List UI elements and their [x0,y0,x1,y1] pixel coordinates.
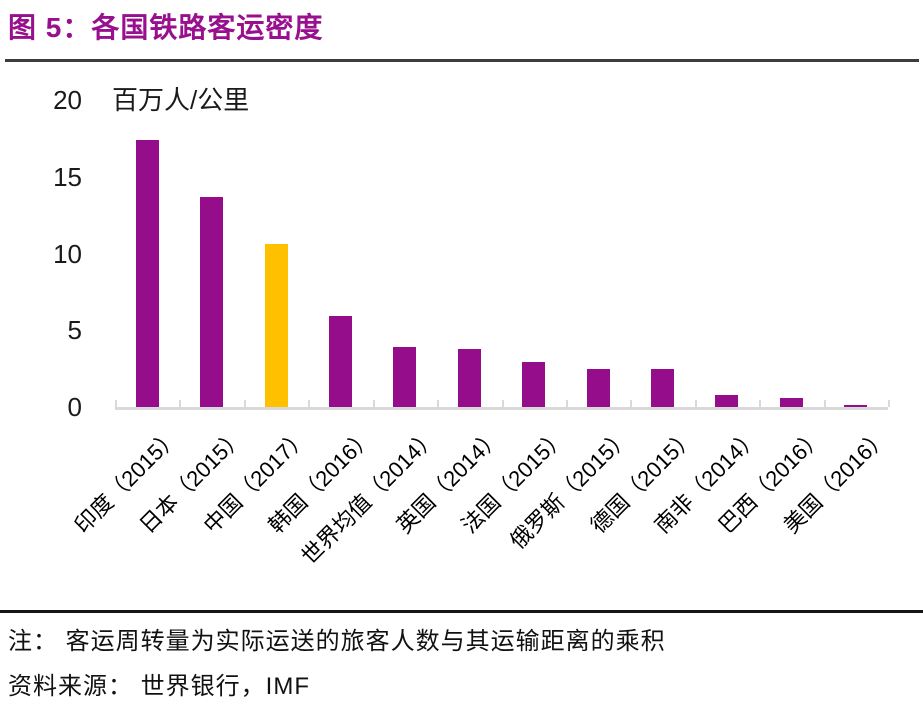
bar-10 [779,397,803,407]
axis-tick-mark [115,400,117,407]
axis-tick-mark [630,400,633,407]
axis-tick-mark [501,400,504,407]
y-axis-tick-label-10: 10 [53,238,82,269]
y-axis-unit-label: 百万人/公里 [112,85,250,115]
chart-source: 资料来源： 世界银行，IMF [8,673,310,700]
bar-1 [200,196,224,407]
bar-11 [844,404,868,407]
axis-tick-mark [372,400,375,407]
y-axis-tick-label-15: 15 [53,161,82,192]
axis-tick-mark [243,400,246,407]
bar-4 [393,347,417,407]
bar-8 [651,368,675,407]
y-axis-tick-label-5: 5 [67,315,82,346]
axis-tick-mark [308,400,311,407]
y-axis-tick-label-0: 0 [67,392,82,422]
bar-5 [457,348,481,407]
figure-title: 图 5：各国铁路客运密度 [8,12,324,43]
axis-tick-mark [179,400,182,407]
chart-note: 注： 客运周转量为实际运送的旅客人数与其运输距离的乘积 [8,628,666,655]
axis-tick-mark [694,400,697,407]
footer-divider [0,610,923,613]
bar-9 [715,394,739,407]
axis-tick-mark [888,400,890,407]
bar-6 [522,362,546,407]
axis-tick-mark [823,400,826,407]
bar-2 [264,244,288,407]
bar-3 [328,316,352,407]
bar-7 [586,368,610,407]
y-axis-tick-label-20: 20 [53,85,82,115]
title-divider [5,59,919,62]
axis-tick-mark [759,400,762,407]
bar-0 [135,139,159,407]
axis-tick-mark [437,400,440,407]
x-axis-line [115,407,888,410]
axis-tick-mark [565,400,568,407]
